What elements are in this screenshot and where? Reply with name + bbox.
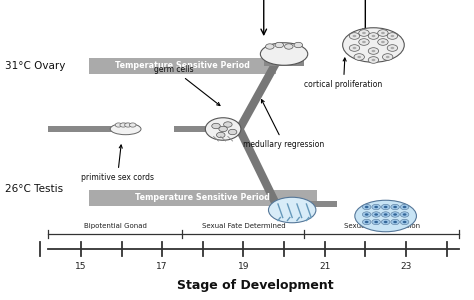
Circle shape bbox=[359, 39, 369, 45]
Circle shape bbox=[353, 47, 356, 49]
Circle shape bbox=[349, 33, 360, 39]
Circle shape bbox=[391, 35, 394, 37]
Circle shape bbox=[378, 39, 388, 45]
Text: primitive sex cords: primitive sex cords bbox=[81, 145, 154, 182]
Ellipse shape bbox=[205, 118, 241, 140]
Ellipse shape bbox=[110, 123, 141, 135]
Circle shape bbox=[365, 206, 369, 208]
Circle shape bbox=[381, 32, 385, 34]
Circle shape bbox=[378, 30, 388, 36]
Circle shape bbox=[363, 204, 371, 210]
Circle shape bbox=[372, 204, 381, 210]
Circle shape bbox=[275, 42, 283, 48]
Circle shape bbox=[228, 129, 237, 135]
Text: Sexual Differentiation: Sexual Differentiation bbox=[344, 223, 419, 229]
Circle shape bbox=[120, 123, 127, 127]
Ellipse shape bbox=[355, 200, 417, 232]
Circle shape bbox=[363, 219, 371, 225]
Circle shape bbox=[387, 33, 398, 39]
Circle shape bbox=[362, 32, 366, 34]
Circle shape bbox=[391, 47, 394, 49]
Circle shape bbox=[391, 219, 400, 225]
Circle shape bbox=[368, 57, 379, 63]
Circle shape bbox=[387, 45, 398, 51]
Circle shape bbox=[372, 212, 381, 217]
Circle shape bbox=[115, 123, 122, 127]
Circle shape bbox=[374, 221, 378, 223]
FancyBboxPatch shape bbox=[174, 126, 239, 132]
Circle shape bbox=[265, 44, 274, 49]
Circle shape bbox=[219, 126, 228, 132]
Circle shape bbox=[129, 123, 136, 127]
Text: Temperature Sensitive Period: Temperature Sensitive Period bbox=[136, 194, 270, 202]
Circle shape bbox=[382, 219, 390, 225]
Circle shape bbox=[374, 206, 378, 208]
Circle shape bbox=[384, 213, 388, 216]
Circle shape bbox=[359, 30, 369, 36]
FancyBboxPatch shape bbox=[89, 58, 276, 74]
Circle shape bbox=[393, 213, 397, 216]
Circle shape bbox=[224, 122, 232, 127]
Circle shape bbox=[374, 213, 378, 216]
Text: Bipotential Gonad: Bipotential Gonad bbox=[84, 223, 147, 229]
Text: 26°C Testis: 26°C Testis bbox=[5, 184, 63, 194]
Circle shape bbox=[372, 50, 375, 52]
Circle shape bbox=[383, 54, 393, 60]
Circle shape bbox=[368, 48, 379, 54]
Circle shape bbox=[401, 212, 409, 217]
FancyBboxPatch shape bbox=[264, 60, 304, 66]
Text: 31°C Ovary: 31°C Ovary bbox=[5, 61, 65, 71]
Circle shape bbox=[384, 206, 388, 208]
Circle shape bbox=[368, 33, 379, 39]
Circle shape bbox=[349, 45, 360, 51]
Text: 19: 19 bbox=[237, 262, 249, 271]
Circle shape bbox=[212, 123, 220, 129]
Circle shape bbox=[294, 42, 302, 48]
Text: medullary regression: medullary regression bbox=[244, 100, 325, 149]
Circle shape bbox=[365, 221, 369, 223]
Circle shape bbox=[393, 221, 397, 223]
FancyBboxPatch shape bbox=[89, 190, 317, 206]
Text: 21: 21 bbox=[319, 262, 330, 271]
Text: Sexual Fate Determined: Sexual Fate Determined bbox=[201, 223, 285, 229]
Circle shape bbox=[403, 213, 407, 216]
Circle shape bbox=[403, 206, 407, 208]
Circle shape bbox=[362, 41, 366, 43]
Text: 15: 15 bbox=[75, 262, 87, 271]
Text: 23: 23 bbox=[400, 262, 411, 271]
FancyBboxPatch shape bbox=[48, 126, 134, 132]
Circle shape bbox=[384, 221, 388, 223]
Text: Stage of Development: Stage of Development bbox=[177, 279, 334, 292]
Circle shape bbox=[354, 54, 365, 60]
Text: cortical proliferation: cortical proliferation bbox=[304, 58, 383, 89]
Circle shape bbox=[284, 44, 293, 49]
FancyBboxPatch shape bbox=[288, 201, 337, 207]
Circle shape bbox=[393, 206, 397, 208]
Circle shape bbox=[365, 213, 369, 216]
Circle shape bbox=[372, 59, 375, 61]
Circle shape bbox=[382, 204, 390, 210]
Circle shape bbox=[401, 219, 409, 225]
Ellipse shape bbox=[260, 43, 308, 65]
Ellipse shape bbox=[343, 28, 404, 62]
Circle shape bbox=[372, 35, 375, 37]
Circle shape bbox=[363, 212, 371, 217]
Circle shape bbox=[353, 35, 356, 37]
Circle shape bbox=[403, 221, 407, 223]
Circle shape bbox=[372, 219, 381, 225]
Circle shape bbox=[386, 56, 390, 58]
Circle shape bbox=[401, 204, 409, 210]
Text: 17: 17 bbox=[156, 262, 168, 271]
Circle shape bbox=[391, 212, 400, 217]
Circle shape bbox=[357, 56, 361, 58]
Text: Temperature Sensitive Period: Temperature Sensitive Period bbox=[115, 61, 250, 70]
Ellipse shape bbox=[268, 197, 316, 223]
Circle shape bbox=[381, 41, 385, 43]
Circle shape bbox=[125, 123, 131, 127]
Text: germ cells: germ cells bbox=[154, 65, 220, 106]
Circle shape bbox=[217, 132, 225, 138]
Circle shape bbox=[382, 212, 390, 217]
Circle shape bbox=[391, 204, 400, 210]
